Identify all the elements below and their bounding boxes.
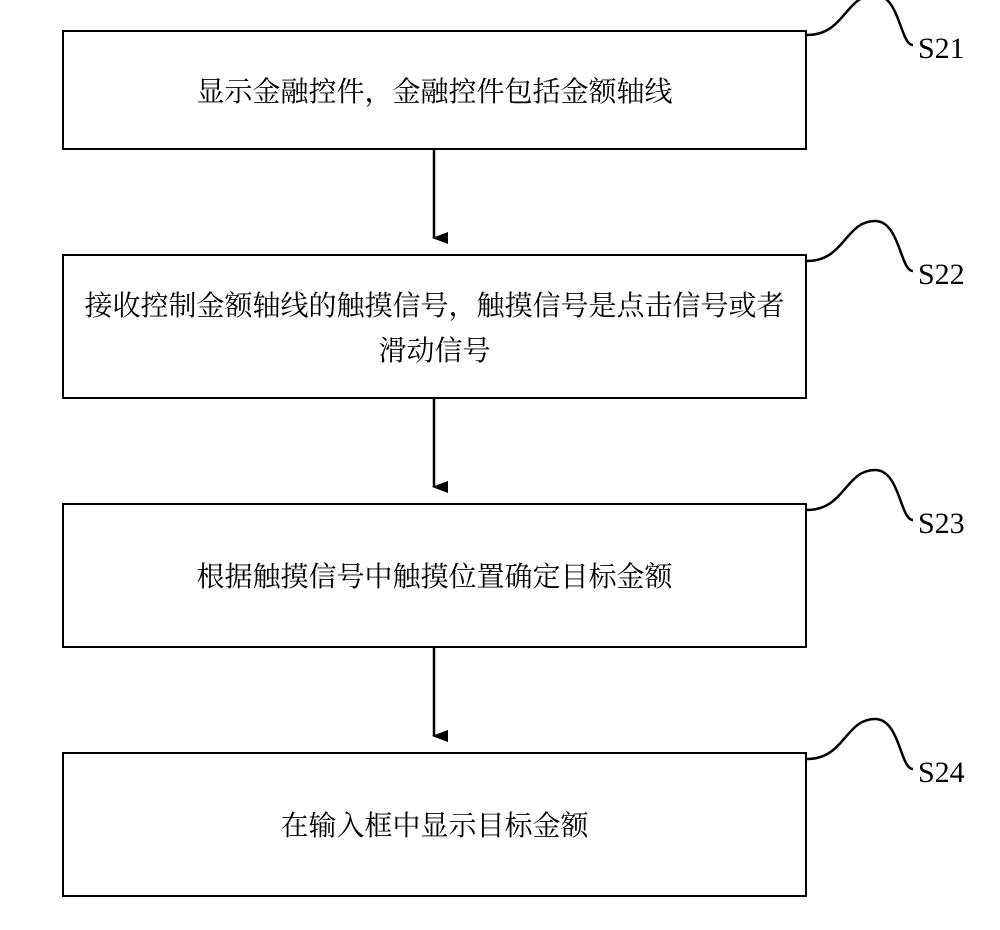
flowchart-canvas: 显示金融控件，金融控件包括金额轴线 S21 接收控制金额轴线的触摸信号，触摸信号… (0, 0, 1000, 930)
flow-label-s24: S24 (918, 756, 965, 790)
flow-label-s23: S23 (918, 507, 965, 541)
flow-node-s23: 根据触摸信号中触摸位置确定目标金额 (62, 503, 807, 648)
callout-curve (807, 470, 913, 520)
flow-node-text: 显示金融控件，金融控件包括金额轴线 (196, 68, 672, 113)
flow-node-s21: 显示金融控件，金融控件包括金额轴线 (62, 30, 807, 150)
flow-node-s22: 接收控制金额轴线的触摸信号，触摸信号是点击信号或者滑动信号 (62, 254, 807, 399)
flow-label-s21: S21 (918, 32, 965, 66)
flow-node-text: 在输入框中显示目标金额 (280, 802, 588, 847)
flow-node-text: 接收控制金额轴线的触摸信号，触摸信号是点击信号或者滑动信号 (84, 282, 785, 372)
flow-label-s22: S22 (918, 258, 965, 292)
callout-curve (807, 719, 913, 769)
callout-curve (807, 0, 913, 45)
flow-node-text: 根据触摸信号中触摸位置确定目标金额 (196, 553, 672, 598)
flow-node-s24: 在输入框中显示目标金额 (62, 752, 807, 897)
callout-curve (807, 221, 913, 271)
